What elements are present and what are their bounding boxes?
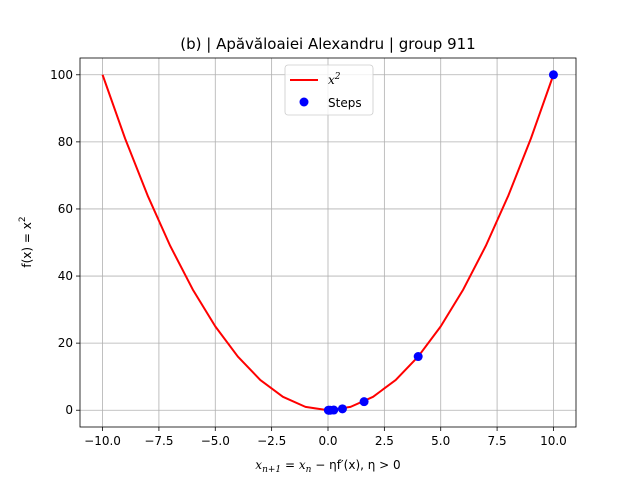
- step-point: [359, 397, 369, 407]
- ticks: −10.0 −7.5 −5.0 −2.5 0.0 2.5 5.0 7.5 10.0 0 20 40 60…: [50, 68, 567, 448]
- legend-marker-swatch: [299, 97, 309, 107]
- x-tick-label: 7.5: [488, 434, 507, 448]
- y-tick-label: 60: [58, 202, 73, 216]
- x-tick-label: 10.0: [540, 434, 567, 448]
- step-point: [323, 405, 333, 415]
- x-tick-label: 5.0: [431, 434, 450, 448]
- y-axis-label: f(x) = x2: [18, 216, 34, 267]
- y-tick-label: 100: [50, 68, 73, 82]
- y-tick-label: 0: [65, 403, 73, 417]
- y-tick-label: 20: [58, 336, 73, 350]
- x-tick-label: −2.5: [257, 434, 286, 448]
- step-point: [413, 352, 423, 362]
- x-tick-label: −10.0: [84, 434, 121, 448]
- legend: x2 Steps: [284, 64, 374, 116]
- chart-title: (b) | Apăvăloaiei Alexandru | group 911: [180, 35, 475, 53]
- series-layer: [101, 70, 558, 415]
- x-tick-label: −7.5: [144, 434, 173, 448]
- x-tick-label: 0.0: [318, 434, 337, 448]
- y-tick-label: 40: [58, 269, 73, 283]
- x-tick-label: −5.0: [201, 434, 230, 448]
- legend-label-line: x2: [328, 72, 341, 87]
- step-point: [337, 404, 347, 414]
- legend-label-steps: Steps: [328, 96, 362, 110]
- y-tick-label: 80: [58, 135, 73, 149]
- x-axis-label: xn+1 = xn − ηf′(x), η > 0: [255, 458, 400, 475]
- x-tick-label: 2.5: [375, 434, 394, 448]
- step-point: [548, 70, 558, 80]
